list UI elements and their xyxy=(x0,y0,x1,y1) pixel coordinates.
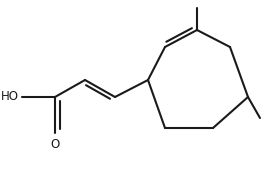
Text: O: O xyxy=(50,138,60,151)
Text: HO: HO xyxy=(1,90,19,104)
